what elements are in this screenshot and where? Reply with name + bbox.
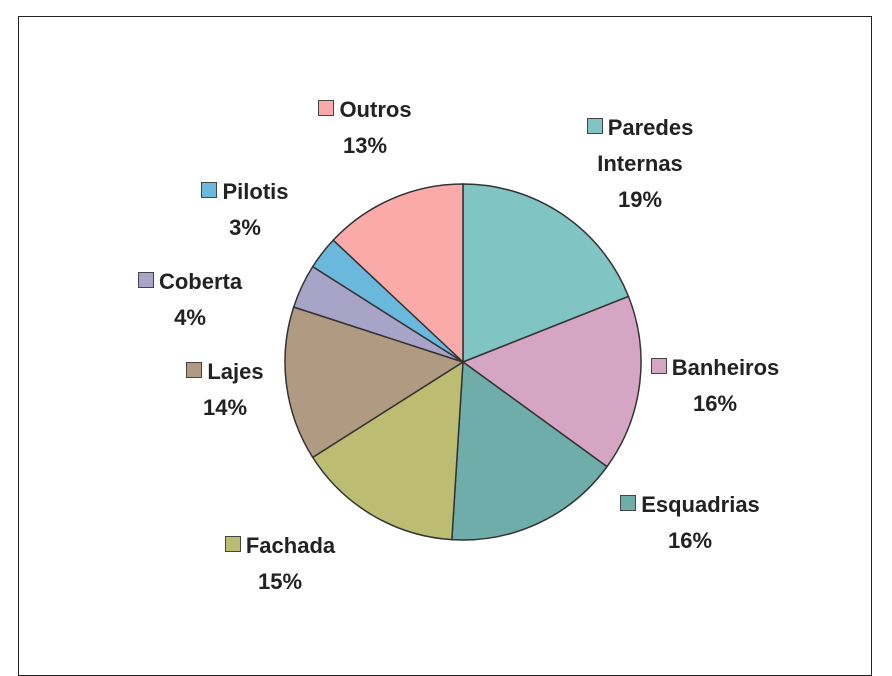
legend-swatch [186,362,203,378]
pie-slice [461,295,642,468]
category-name: Paredes Internas [597,115,694,176]
slice-label: Coberta 4% [115,264,265,336]
legend-swatch [318,100,335,116]
slice-label: Outros 13% [290,92,440,164]
slice-label: Pilotis 3% [170,174,320,246]
label-name: Esquadrias [615,487,765,523]
pie-slice [332,183,464,364]
category-name: Pilotis [222,179,289,204]
slice-label: Banheiros 16% [640,350,790,422]
category-name: Lajes [207,359,264,384]
category-name: Esquadrias [641,492,760,517]
legend-swatch [137,272,154,288]
category-name: Outros [339,97,412,122]
value-label: 15% [257,569,303,594]
label-name: Coberta [115,264,265,300]
label-name: Lajes [150,354,300,390]
label-name: Paredes Internas [565,110,715,182]
label-name: Banheiros [640,350,790,386]
slice-label: Paredes Internas 19% [565,110,715,218]
value-label: 19% [617,187,663,212]
label-name: Fachada [205,528,355,564]
value-label: 13% [342,133,388,158]
legend-swatch [620,495,637,511]
value-label: 16% [692,391,738,416]
category-name: Banheiros [671,355,780,380]
value-label: 3% [229,215,261,240]
legend-swatch [224,536,241,552]
pie-slice [451,360,609,541]
legend-swatch [586,118,603,134]
category-name: Fachada [245,533,336,558]
slice-label: Fachada 15% [205,528,355,600]
legend-swatch [650,358,667,374]
value-label: 16% [667,528,713,553]
category-name: Coberta [158,269,243,294]
pie-slice [284,306,465,459]
slice-label: Esquadrias 16% [615,487,765,559]
label-name: Outros [290,92,440,128]
value-label: 14% [202,395,248,420]
legend-swatch [201,182,218,198]
slice-label: Lajes 14% [150,354,300,426]
pie-slice [462,183,630,364]
pie-slice [311,360,464,541]
label-name: Pilotis [170,174,320,210]
value-label: 4% [174,305,206,330]
